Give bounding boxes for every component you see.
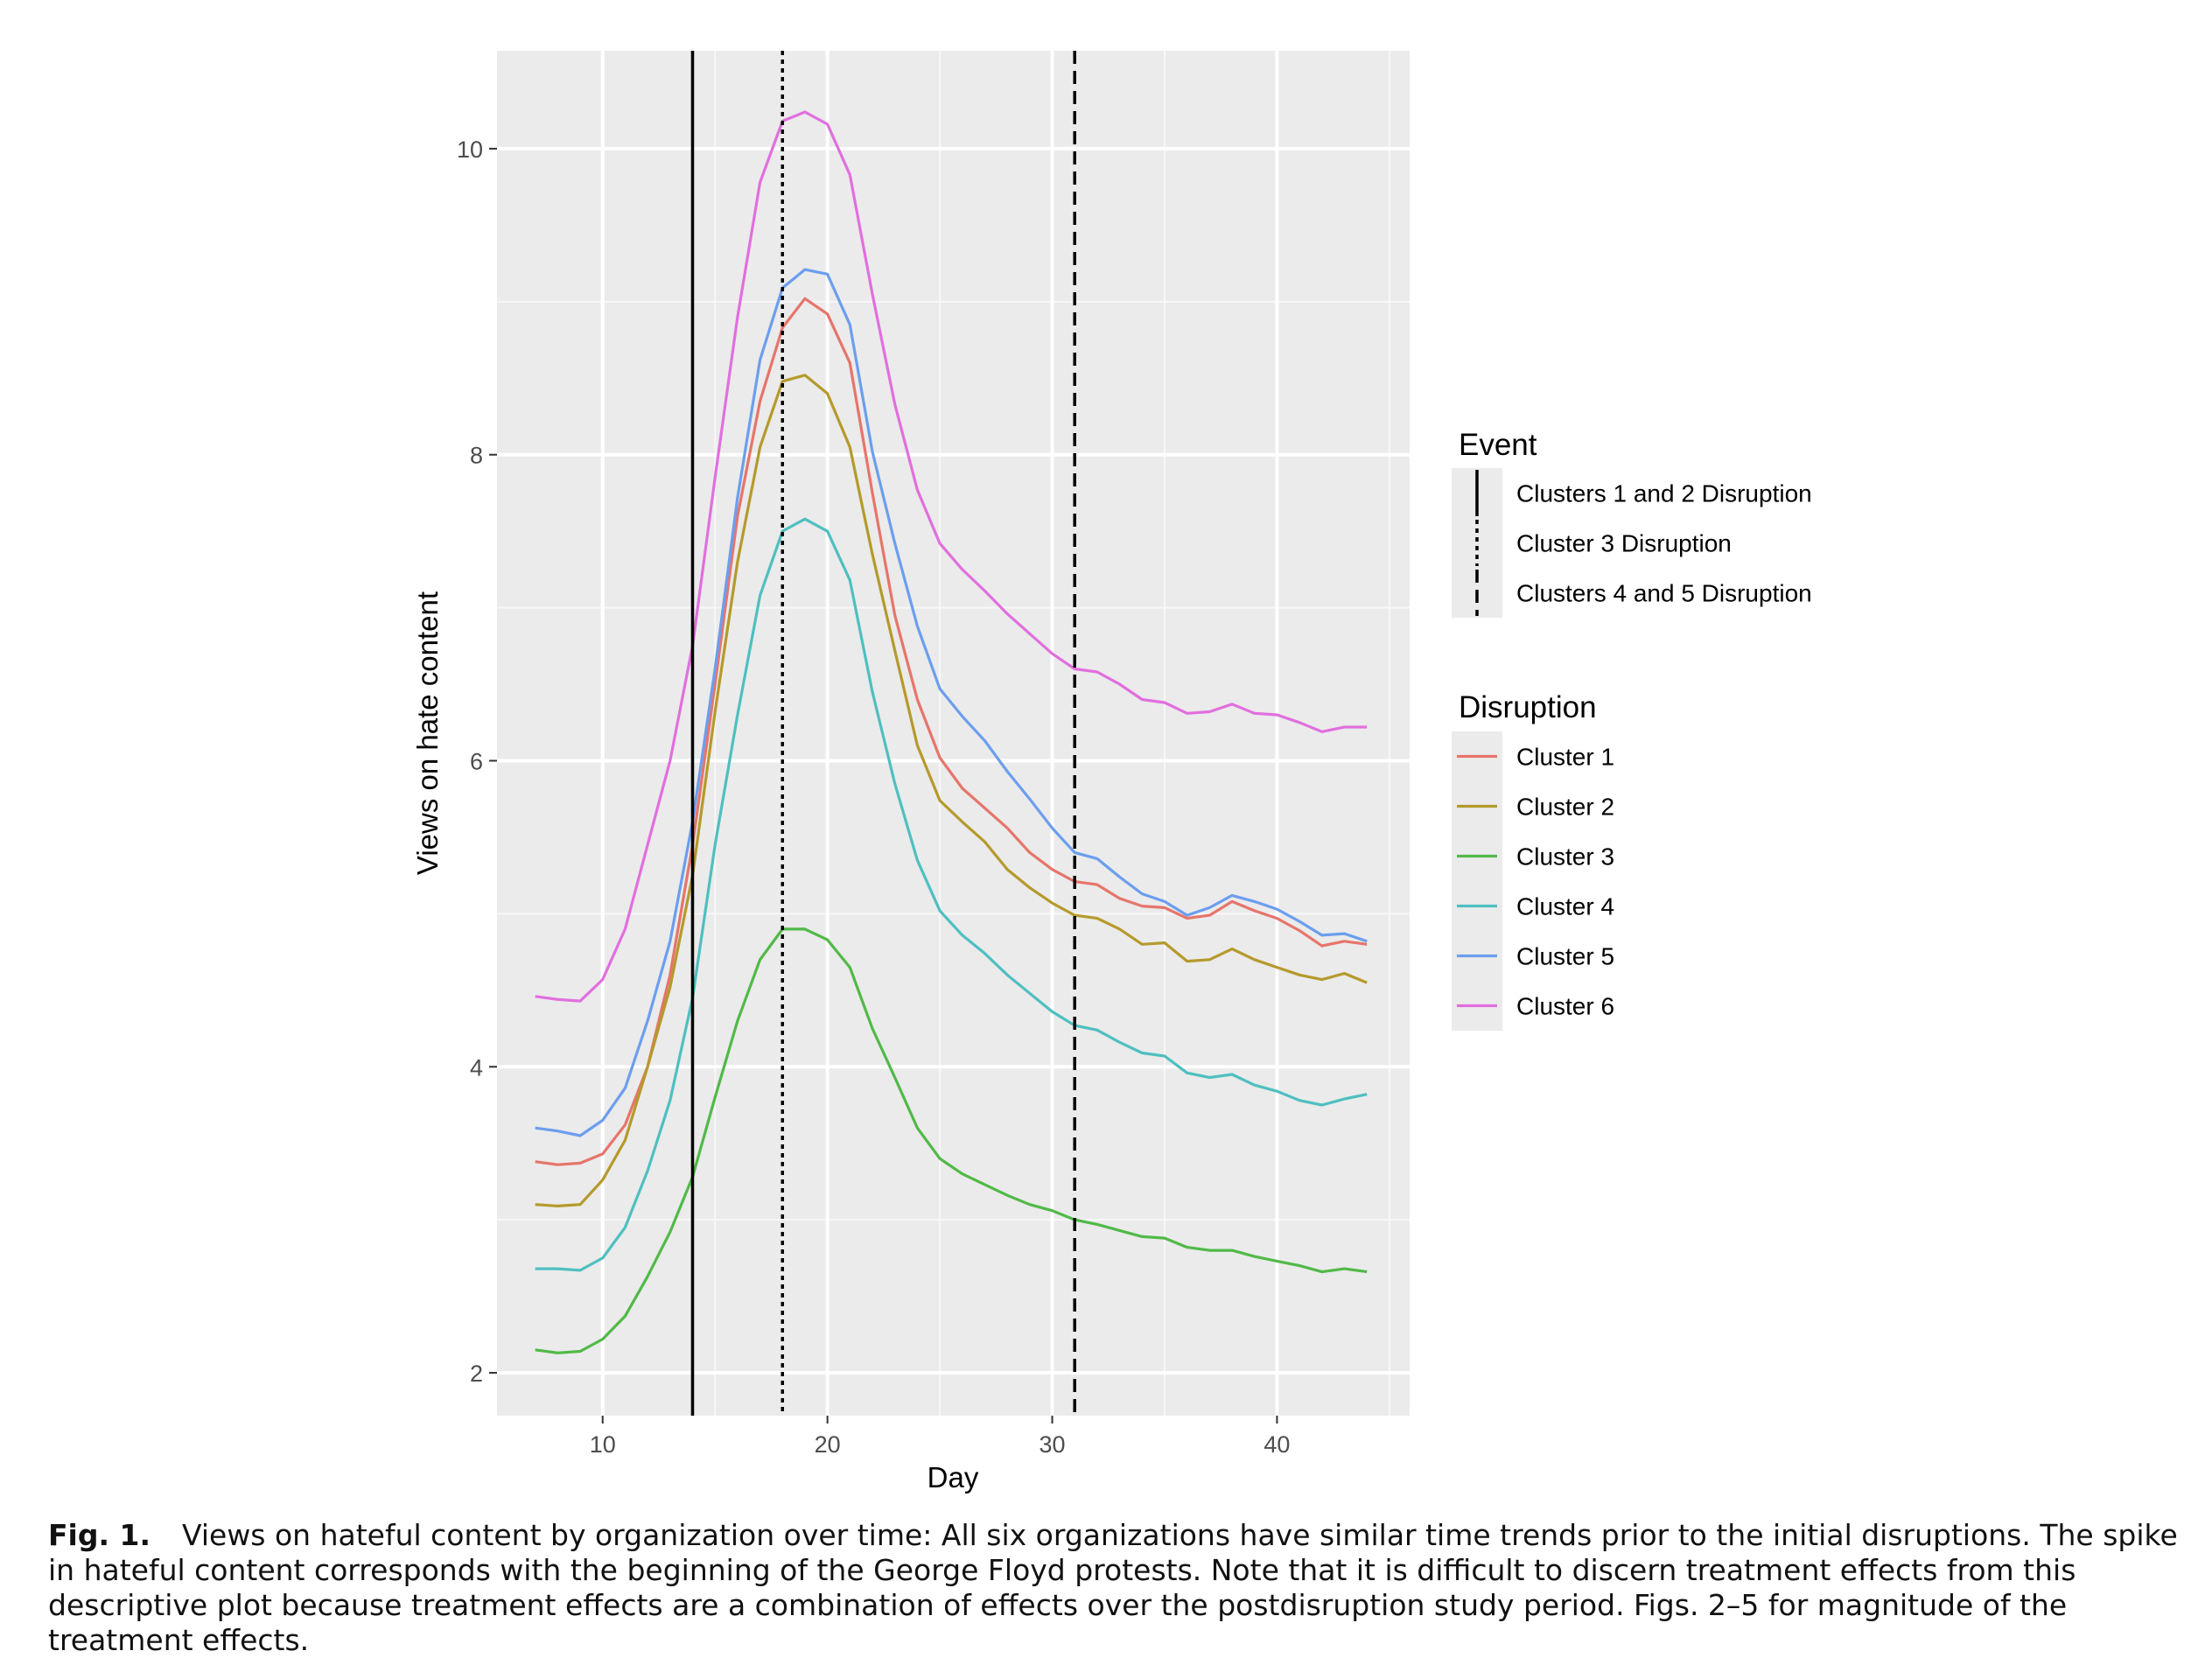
legend-event-label: Clusters 4 and 5 Disruption bbox=[1516, 580, 1812, 607]
legend-events: Clusters 1 and 2 Disruption Cluster 3 Dis… bbox=[1452, 468, 1812, 618]
x-tick-label: 20 bbox=[815, 1431, 841, 1458]
legend-event-label: Cluster 3 Disruption bbox=[1516, 530, 1732, 557]
series-line-cluster-4 bbox=[535, 517, 1368, 1272]
legend-series-label: Cluster 4 bbox=[1516, 893, 1614, 920]
legend-series-label: Cluster 1 bbox=[1516, 744, 1614, 771]
y-tick-label: 2 bbox=[470, 1361, 483, 1387]
caption-label: Fig. 1. bbox=[48, 1518, 150, 1552]
legend-series-label: Cluster 5 bbox=[1516, 943, 1614, 970]
x-tick-label: 30 bbox=[1040, 1431, 1066, 1458]
x-tick-label: 10 bbox=[590, 1431, 616, 1458]
axis-ticks bbox=[489, 147, 1278, 1424]
y-axis-label: Views on hate content bbox=[411, 591, 444, 875]
series-line-cluster-1 bbox=[535, 297, 1368, 1166]
legend-series-keys-bg bbox=[1452, 731, 1502, 1031]
legend-series-label: Cluster 6 bbox=[1516, 993, 1614, 1020]
y-tick-label: 4 bbox=[470, 1054, 483, 1081]
grid-major bbox=[497, 51, 1410, 1416]
series-lines bbox=[535, 110, 1368, 1354]
series-line-cluster-2 bbox=[535, 374, 1368, 1208]
y-tick-label: 8 bbox=[470, 443, 483, 469]
caption-text: Views on hateful content by organization… bbox=[48, 1518, 2178, 1657]
legend: Event Clusters 1 and 2 DisruptionCluster… bbox=[1452, 428, 1812, 1031]
legend-event-label: Clusters 1 and 2 Disruption bbox=[1516, 480, 1812, 507]
legend-title-event: Event bbox=[1459, 428, 1537, 462]
legend-series-label: Cluster 2 bbox=[1516, 794, 1614, 821]
tick-labels: 10 20 30 40 2 4 6 8 10 bbox=[457, 136, 1291, 1458]
legend-series-label: Cluster 3 bbox=[1516, 843, 1614, 871]
series-line-cluster-3 bbox=[535, 927, 1368, 1354]
legend-series: Cluster 1 Cluster 2 Cluster 3 Cluster 4 Clus… bbox=[1452, 731, 1614, 1031]
legend-title-disruption: Disruption bbox=[1459, 690, 1597, 724]
y-tick-label: 6 bbox=[470, 748, 483, 774]
event-lines bbox=[690, 51, 1076, 1416]
grid-minor bbox=[497, 51, 1410, 1416]
y-tick-label: 10 bbox=[457, 136, 483, 163]
plot-panel bbox=[497, 51, 1410, 1416]
x-axis-label: Day bbox=[928, 1461, 979, 1494]
series-line-cluster-5 bbox=[535, 268, 1368, 1137]
x-tick-label: 40 bbox=[1264, 1431, 1290, 1458]
series-line-cluster-6 bbox=[535, 110, 1368, 1003]
figure-caption: Fig. 1. Views on hateful content by organ… bbox=[48, 1518, 2201, 1658]
